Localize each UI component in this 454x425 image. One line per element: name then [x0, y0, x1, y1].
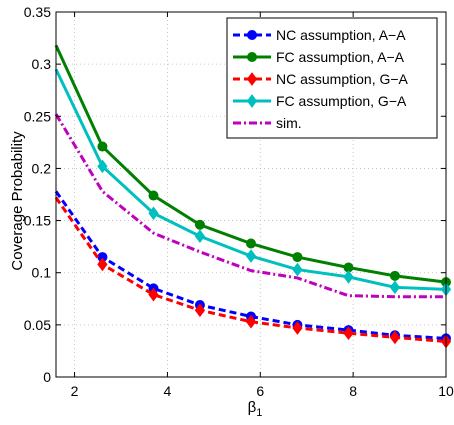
- legend-entry-5: sim.: [233, 115, 302, 131]
- legend-label: sim.: [276, 115, 302, 131]
- x-tick-label: 10: [438, 383, 454, 399]
- y-tick-label: 0: [43, 369, 51, 385]
- data-point: [343, 270, 354, 284]
- data-point: [148, 287, 159, 302]
- data-point: [97, 141, 108, 152]
- data-point: [97, 159, 108, 174]
- data-point: [292, 252, 303, 263]
- data-point: [97, 257, 108, 272]
- legend-entry-2: FC assumption, A−A: [233, 49, 405, 65]
- legend-entry-4: FC assumption, G−A: [233, 93, 407, 109]
- legend-marker: [247, 52, 257, 62]
- series-5: [54, 113, 446, 299]
- y-tick-label: 0.3: [32, 56, 52, 72]
- y-tick-label: 0.05: [24, 317, 51, 333]
- y-tick-label: 0.35: [24, 4, 51, 20]
- data-point: [389, 330, 401, 345]
- x-axis-label-subscript: 1: [256, 407, 262, 419]
- legend-label: NC assumption, G−A: [276, 71, 409, 87]
- legend-entry-3: NC assumption, G−A: [233, 71, 409, 87]
- legend-marker: [247, 30, 257, 40]
- data-point: [389, 270, 400, 281]
- data-point: [292, 321, 303, 335]
- legend-label: FC assumption, G−A: [276, 93, 407, 109]
- x-tick-label: 4: [164, 383, 172, 399]
- data-point: [148, 206, 159, 221]
- data-point: [148, 190, 159, 201]
- data-point: [246, 238, 256, 249]
- x-tick-label: 6: [256, 383, 264, 399]
- data-point: [343, 326, 354, 341]
- legend-marker: [246, 72, 258, 86]
- y-tick-label: 0.1: [32, 265, 52, 281]
- series-layer: [54, 44, 452, 349]
- y-axis-label: Coverage Probability: [9, 131, 26, 271]
- series-line: [54, 196, 447, 344]
- data-point: [245, 314, 257, 329]
- data-point: [194, 219, 205, 230]
- legend-label: NC assumption, A−A: [276, 27, 406, 43]
- y-tick-label: 0.15: [24, 213, 51, 229]
- x-tick-label: 8: [349, 383, 357, 399]
- legend-marker: [246, 94, 258, 108]
- legend-entry-1: NC assumption, A−A: [233, 27, 406, 43]
- series-line: [54, 113, 446, 299]
- legend: NC assumption, A−A FC assumption, A−A NC a…: [226, 17, 438, 139]
- series-2: [54, 44, 451, 288]
- x-tick-label: 2: [71, 383, 79, 399]
- x-axis-label: β1: [248, 399, 263, 419]
- y-tick-label: 0.2: [32, 160, 52, 176]
- series-4: [54, 68, 452, 297]
- data-point: [389, 280, 401, 295]
- data-point: [245, 249, 257, 263]
- plot-frame: [55, 11, 447, 378]
- data-point: [194, 229, 206, 244]
- ticks: 2 4 6 8 10 0 0.05 0.1 0.15 0.2 0.25 0.3 0.35: [24, 4, 454, 399]
- data-point: [194, 303, 206, 318]
- legend-label: FC assumption, A−A: [276, 49, 405, 65]
- x-axis-label-main: β: [248, 399, 257, 416]
- y-tick-label: 0.25: [24, 108, 51, 124]
- data-point: [292, 262, 303, 277]
